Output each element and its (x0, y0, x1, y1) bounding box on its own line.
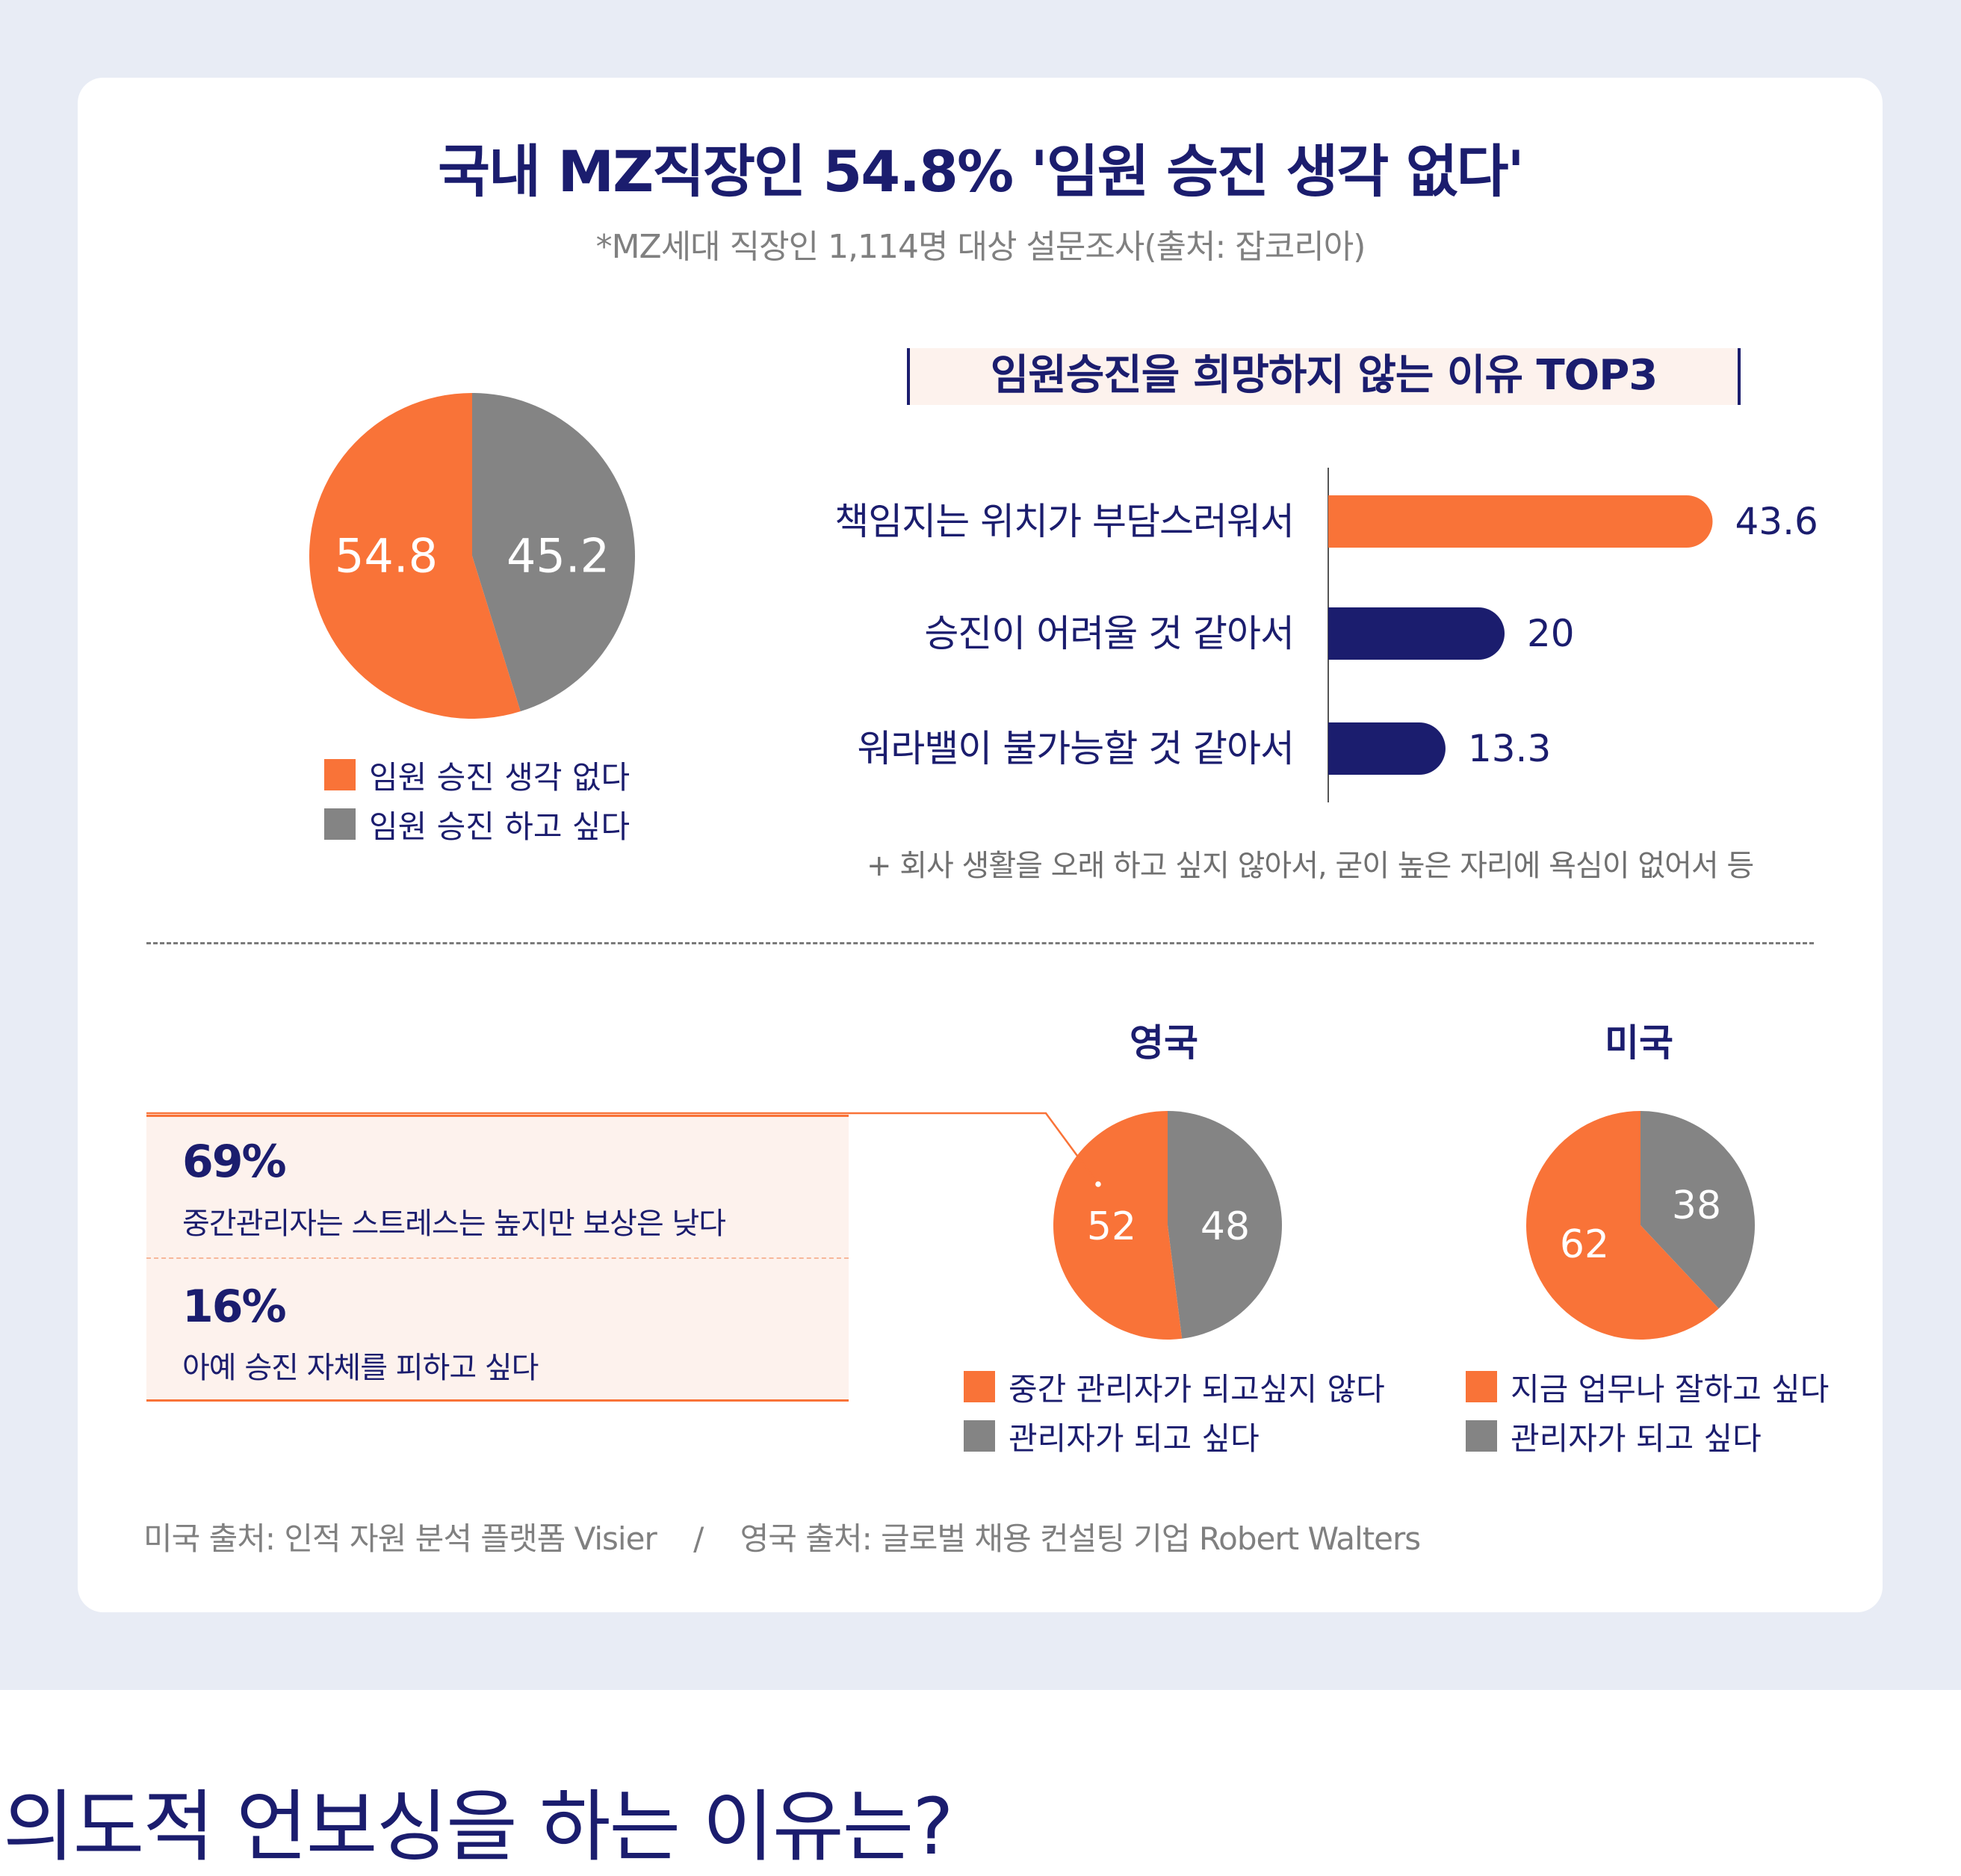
us-pie-legend: 지금 업무나 잘하고 싶다 관리자가 되고 싶다 (1466, 1362, 1829, 1461)
legend-item: 관리자가 되고 싶다 (964, 1411, 1385, 1461)
bar-category-label: 워라밸이 불가능할 것 같아서 (857, 727, 1294, 770)
pie-slice (309, 393, 521, 719)
pie-value-label: 45.2 (506, 529, 610, 583)
uk-pie-chart: 52 48 (1053, 1111, 1283, 1340)
us-pie-chart: 62 38 (1526, 1111, 1755, 1340)
pie-slice (1168, 1111, 1283, 1339)
bar-value-label: 20 (1527, 612, 1575, 655)
legend-swatch-orange (324, 759, 356, 790)
bar-chart-title: 임원승진을 희망하지 않는 이유 TOP3 (907, 348, 1741, 405)
page-title: 국내 MZ직장인 54.8% '임원 승진 생각 없다' (438, 138, 1525, 205)
legend-label: 관리자가 되고 싶다 (1009, 1420, 1260, 1457)
legend-item: 관리자가 되고 싶다 (1466, 1411, 1829, 1461)
bar-category-label: 승진이 어려울 것 같아서 (924, 612, 1294, 655)
bar (1328, 607, 1505, 660)
pie-slice (1526, 1111, 1719, 1340)
stat-text: 아예 승진 자체를 피하고 싶다 (182, 1351, 539, 1385)
survey-subtitle: *MZ세대 직장인 1,114명 대상 설문조사(출처: 잡코리아) (595, 228, 1366, 266)
legend-item: 임원 승진 생각 없다 (324, 750, 630, 799)
section-heading: 의도적 언보싱을 하는 이유는? (3, 1781, 954, 1872)
legend-swatch-gray (1466, 1420, 1497, 1452)
reasons-bar-chart: 책임지는 위치가 부담스러워서 43.6 승진이 어려울 것 같아서 20 워라밸이 불… (834, 468, 1818, 802)
bar (1328, 722, 1446, 775)
pie-slice (472, 393, 635, 712)
legend-swatch-gray (964, 1420, 995, 1452)
korea-pie-chart: 54.8 45.2 (309, 393, 635, 719)
uk-pie-legend: 중간 관리자가 되고싶지 않다 관리자가 되고 싶다 (964, 1362, 1385, 1461)
stat-number: 16% (182, 1281, 287, 1333)
pie-value-label: 62 (1560, 1222, 1609, 1267)
stat-text: 중간관리자는 스트레스는 높지만 보상은 낮다 (182, 1207, 726, 1241)
pie-value-label: 38 (1672, 1183, 1721, 1228)
legend-label: 임원 승진 하고 싶다 (369, 808, 631, 845)
bar-chart-note: + 회사 생활을 오래 하고 싶지 않아서, 굳이 높은 자리에 욕심이 없어서… (867, 849, 1754, 883)
legend-label: 임원 승진 생각 없다 (369, 758, 631, 796)
legend-swatch-gray (324, 808, 356, 840)
us-label: 미국 (1605, 1021, 1673, 1065)
legend-swatch-orange (964, 1371, 995, 1402)
callout-dot (1093, 1179, 1103, 1189)
pie-slice (1641, 1111, 1755, 1309)
uk-stats-separator (146, 1257, 849, 1259)
bar (1328, 495, 1713, 548)
bar-value-label: 13.3 (1468, 727, 1551, 770)
pie-value-label: 52 (1087, 1204, 1136, 1249)
legend-item: 중간 관리자가 되고싶지 않다 (964, 1362, 1385, 1411)
legend-label: 관리자가 되고 싶다 (1511, 1420, 1762, 1457)
stat-number: 69% (182, 1136, 287, 1188)
callout-leader-line (146, 1112, 1100, 1185)
legend-item: 지금 업무나 잘하고 싶다 (1466, 1362, 1829, 1411)
charts-svg: 54.8 45.2 책임지는 위치가 부담스러워서 43.6 승진이 어려울 것 같아… (146, 393, 1818, 1340)
legend-swatch-orange (1466, 1371, 1497, 1402)
uk-label: 영국 (1130, 1021, 1198, 1065)
korea-pie-legend: 임원 승진 생각 없다 임원 승진 하고 싶다 (324, 750, 630, 849)
legend-label: 중간 관리자가 되고싶지 않다 (1009, 1370, 1385, 1408)
legend-label: 지금 업무나 잘하고 싶다 (1511, 1370, 1830, 1408)
section-divider (146, 942, 1814, 944)
pie-value-label: 54.8 (335, 529, 438, 583)
sources-footnote: 미국 출처: 인적 자원 분석 플랫폼 Visier / 영국 출처: 글로벌 … (143, 1520, 1421, 1557)
bar-value-label: 43.6 (1735, 500, 1818, 543)
legend-item: 임원 승진 하고 싶다 (324, 799, 630, 849)
pie-value-label: 48 (1201, 1204, 1250, 1249)
bar-category-label: 책임지는 위치가 부담스러워서 (834, 500, 1294, 543)
